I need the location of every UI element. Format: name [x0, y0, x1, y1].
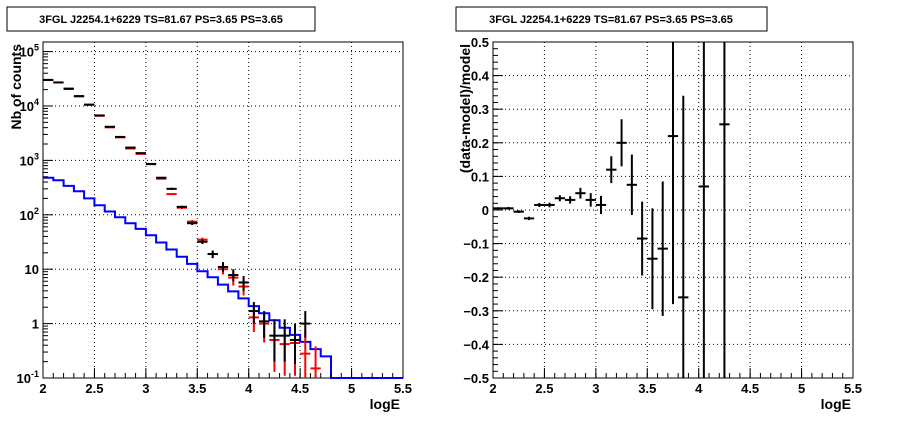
counts-y-axis-label: Nb of counts [8, 44, 24, 130]
counts-title-box [6, 6, 316, 32]
data-point [310, 346, 321, 378]
data-point [125, 146, 136, 149]
x-tick-label: 5.5 [844, 381, 862, 396]
y-tick-label: 10 [25, 262, 39, 277]
y-tick-label: 0 [482, 203, 489, 218]
x-tick-label: 4 [695, 381, 703, 396]
data-point [616, 119, 627, 167]
y-tick-label: −0.3 [463, 304, 489, 319]
data-point [657, 181, 668, 316]
x-tick-label: 5 [348, 381, 355, 396]
counts-x-axis-label: logE [370, 396, 400, 412]
y-tick-label: −0.4 [463, 337, 489, 352]
y-tick-label: 0.4 [471, 69, 490, 84]
data-point [73, 95, 85, 98]
model-step-line [43, 176, 403, 379]
residual-panel: 2 2.5 3 3.5 4 4.5 5 5.5 −0.5 −0.4 −0.3 −0.2 −0.1 0 0.1… [455, 6, 862, 412]
data-point [544, 202, 555, 208]
data-point [647, 208, 658, 310]
data-point [166, 187, 177, 191]
residual-title-box [455, 6, 768, 32]
data-point [534, 202, 545, 207]
data-point [269, 319, 280, 362]
data-point [667, 42, 679, 305]
counts-plot-frame [42, 41, 404, 379]
data-point [595, 195, 607, 215]
residual-marks [493, 42, 730, 378]
x-tick-label: 5.5 [394, 381, 412, 396]
y-tick-label: −0.1 [463, 237, 489, 252]
x-tick-label: 4.5 [741, 381, 759, 396]
y-tick-label: 0.2 [471, 136, 489, 151]
data-point [248, 301, 259, 324]
y-tick-label: 1 [32, 317, 39, 332]
data-point [513, 210, 524, 214]
data-point [53, 81, 64, 84]
y-tick-label: 0.1 [471, 169, 489, 184]
x-tick-label: 5 [798, 381, 805, 396]
x-tick-label: 3 [592, 381, 599, 396]
data-point [166, 193, 177, 196]
x-tick-label: 4 [245, 381, 253, 396]
data-point [94, 114, 105, 117]
data-point [637, 201, 648, 276]
y-tick-label: 0.5 [471, 35, 489, 50]
y-tick-label: −0.2 [463, 270, 489, 285]
data-point [565, 196, 576, 204]
data-point [228, 269, 239, 282]
residual-title: 3FGL J2254.1+6229 TS=81.67 PS=3.65 PS=3.… [489, 14, 733, 26]
counts-title: 3FGL J2254.1+6229 TS=81.67 PS=3.65 PS=3.… [39, 14, 283, 26]
data-point [187, 221, 198, 225]
data-point [300, 330, 311, 378]
x-tick-label: 3 [142, 381, 149, 396]
data-point [135, 152, 146, 155]
x-tick-label: 4.5 [291, 381, 309, 396]
data-point [238, 275, 249, 291]
data-point [300, 311, 311, 338]
data-point [259, 311, 270, 338]
x-tick-label: 3.5 [188, 381, 206, 396]
y-tick-label: 102 [20, 206, 39, 223]
data-point [626, 154, 637, 216]
data-point [156, 176, 167, 179]
data-point [678, 95, 689, 378]
data-point [279, 319, 290, 362]
data-point [523, 216, 535, 221]
x-tick-label: 2.5 [535, 381, 553, 396]
y-tick-label: 10-1 [17, 369, 39, 386]
y-tick-label: 103 [20, 151, 39, 168]
data-point [698, 42, 709, 378]
data-point [197, 239, 208, 245]
counts-grid [43, 42, 403, 378]
x-tick-label: 2 [39, 381, 46, 396]
data-point [217, 262, 229, 272]
data-point [289, 323, 301, 365]
x-tick-label: 2 [489, 381, 496, 396]
data-point [493, 207, 504, 210]
data-point [554, 195, 565, 202]
data-point [606, 156, 617, 184]
x-tick-label: 3.5 [638, 381, 656, 396]
data-point [207, 250, 218, 259]
data-point [719, 42, 730, 378]
data-point [115, 135, 126, 138]
y-tick-label: −0.5 [463, 371, 489, 386]
x-tick-label: 2.5 [85, 381, 103, 396]
data-point [585, 193, 596, 207]
counts-marks [43, 78, 403, 379]
data-point [503, 206, 514, 210]
residual-y-axis-label: (data-model)/model [457, 44, 473, 173]
data-point [575, 187, 586, 199]
residual-x-axis-label: logE [821, 396, 851, 412]
residual-ticks: 2 2.5 3 3.5 4 4.5 5 5.5 −0.5 −0.4 −0.3 −0.2 −0.1 0 0.1… [463, 35, 862, 396]
data-point [145, 162, 157, 165]
y-tick-label: 0.3 [471, 102, 489, 117]
data-point [176, 205, 187, 209]
data-point [104, 125, 115, 128]
